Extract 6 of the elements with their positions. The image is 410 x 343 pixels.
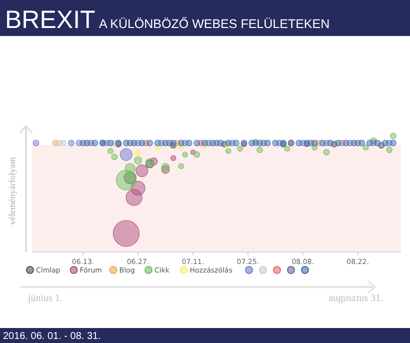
chart-title: BREXIT xyxy=(5,6,96,34)
text: augusztus 31. xyxy=(328,293,383,304)
y-axis-title: véleményárfolyam xyxy=(7,157,17,225)
text: június 1. xyxy=(27,293,62,304)
chart-subtitle: A KÜLÖNBÖZŐ WEBES FELÜLETEKEN xyxy=(99,17,330,31)
text: 2016. 06. 01. - 08. 31. xyxy=(3,331,101,342)
